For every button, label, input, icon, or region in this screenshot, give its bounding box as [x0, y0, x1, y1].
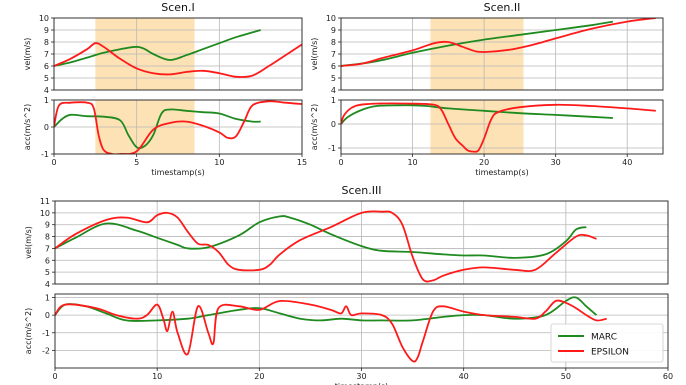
- x-axis-label: timestamp(s): [335, 382, 389, 385]
- x-tick-label: 20: [254, 372, 264, 381]
- y-tick-label: -1: [41, 150, 49, 159]
- y-tick-label: 4: [45, 280, 50, 289]
- y-axis-label: vel(m/s): [23, 38, 32, 71]
- x-tick-label: 15: [297, 158, 307, 167]
- x-tick-label: 30: [551, 158, 561, 167]
- series-line-marc: [55, 215, 587, 259]
- y-axis-label: acc(m/s^2): [24, 308, 33, 354]
- chart-title: Scen.II: [484, 1, 521, 14]
- series-line-epsilon: [55, 210, 597, 283]
- y-axis-label: acc(m/s^2): [23, 104, 32, 150]
- y-axis-label: vel(m/s): [24, 226, 33, 259]
- series-line-marc: [55, 296, 598, 322]
- y-tick-label: 7: [331, 50, 336, 59]
- x-tick-label: 5: [134, 158, 139, 167]
- y-tick-label: 10: [40, 209, 50, 218]
- y-tick-label: 6: [331, 62, 336, 71]
- chart-title: Scen.I: [161, 1, 195, 14]
- legend: [550, 323, 664, 363]
- y-tick-label: 7: [45, 244, 50, 253]
- panel-s1a: [51, 99, 303, 157]
- x-tick-label: 0: [51, 158, 56, 167]
- series-line-marc: [54, 108, 261, 150]
- y-tick-label: 10: [326, 14, 336, 23]
- x-tick-label: 40: [622, 158, 632, 167]
- y-tick-label: -2: [42, 346, 50, 355]
- x-tick-label: 0: [52, 372, 57, 381]
- x-axis-label: timestamp(s): [475, 168, 529, 177]
- panel-s1v: [51, 17, 303, 91]
- y-tick-label: 8: [331, 38, 336, 47]
- y-tick-label: 9: [331, 26, 336, 35]
- y-tick-label: 11: [40, 197, 50, 206]
- panel-s3v: [52, 200, 669, 285]
- series-line-epsilon: [55, 299, 607, 363]
- y-tick-label: 4: [331, 86, 336, 95]
- y-tick-label: -1: [42, 329, 50, 338]
- y-tick-label: 0: [45, 311, 50, 320]
- y-tick-label: 1: [44, 96, 49, 105]
- x-tick-label: 30: [356, 372, 366, 381]
- y-tick-label: 6: [45, 256, 50, 265]
- x-tick-label: 60: [663, 372, 673, 381]
- y-tick-label: 0: [44, 123, 49, 132]
- x-tick-label: 20: [479, 158, 489, 167]
- series-line-epsilon: [54, 42, 302, 78]
- y-tick-label: 7: [44, 50, 49, 59]
- legend-box: [550, 323, 664, 363]
- y-tick-label: 5: [44, 74, 49, 83]
- axes-frame: [340, 99, 664, 155]
- x-tick-label: 0: [338, 158, 343, 167]
- series-line-marc: [341, 20, 614, 67]
- y-axis-label: vel(m/s): [310, 38, 319, 71]
- y-axis-label: acc(m/s^2): [310, 104, 319, 150]
- y-tick-label: 0: [331, 120, 336, 129]
- y-tick-label: 8: [44, 38, 49, 47]
- x-tick-label: 40: [459, 372, 469, 381]
- y-tick-label: 5: [45, 268, 50, 277]
- axes-frame: [54, 200, 669, 285]
- y-tick-label: 5: [331, 74, 336, 83]
- series-line-epsilon: [341, 18, 656, 67]
- x-tick-label: 10: [152, 372, 162, 381]
- y-tick-label: 1: [45, 294, 50, 303]
- x-axis-label: timestamp(s): [151, 168, 205, 177]
- legend-label-marc: MARC: [591, 333, 617, 343]
- y-tick-label: 9: [45, 221, 50, 230]
- x-tick-label: 10: [214, 158, 224, 167]
- y-tick-label: -1: [328, 144, 336, 153]
- x-tick-label: 10: [407, 158, 417, 167]
- y-tick-label: 10: [39, 14, 49, 23]
- panel-s2v: [338, 17, 664, 91]
- series-line-epsilon: [54, 100, 302, 154]
- chart-title: Scen.III: [342, 184, 382, 197]
- legend-label-epsilon: EPSILON: [591, 348, 629, 358]
- series-line-marc: [341, 104, 613, 125]
- panel-s3a: [52, 293, 669, 371]
- series-line-epsilon: [341, 102, 656, 153]
- y-tick-label: 4: [44, 86, 49, 95]
- y-tick-label: 1: [331, 96, 336, 105]
- y-tick-label: 6: [44, 62, 49, 71]
- panel-s2a: [338, 99, 664, 157]
- series-line-marc: [54, 29, 261, 67]
- x-tick-label: 50: [561, 372, 571, 381]
- y-tick-label: 9: [44, 26, 49, 35]
- y-tick-label: 8: [45, 233, 50, 242]
